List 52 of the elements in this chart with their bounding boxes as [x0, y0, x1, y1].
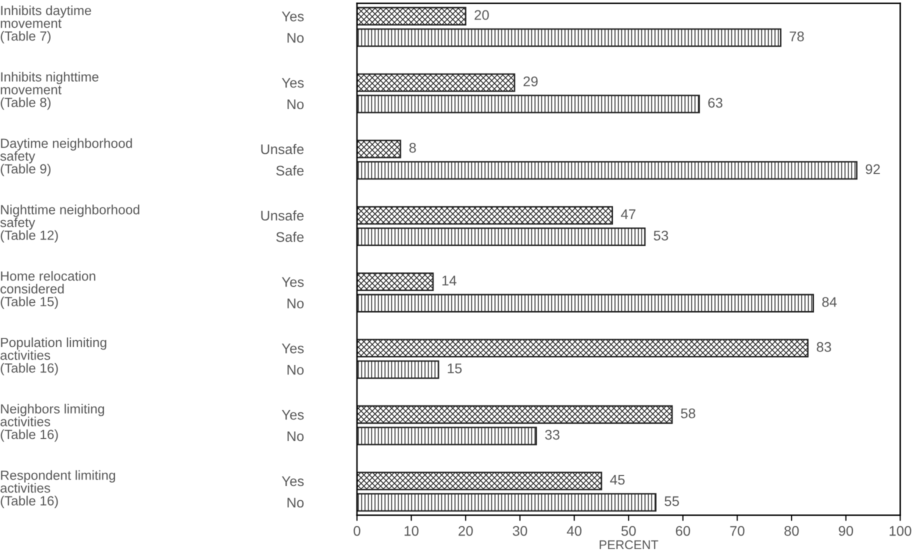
- text: Neighbors limiting activities (Table 16): [0, 404, 104, 442]
- x-tick-label: 90: [838, 526, 854, 536]
- y-tick-label: No: [288, 431, 304, 442]
- text: Population limiting activities (Table 16): [0, 337, 106, 376]
- y-tick-label: Yes: [282, 12, 304, 22]
- text: Respondent limiting activities (Table 16): [0, 470, 116, 508]
- data-label: 58: [680, 408, 696, 418]
- text: Inhibits nighttime movement (Table 8): [0, 72, 98, 110]
- data-label: 15: [448, 364, 462, 374]
- x-tick-label: 80: [784, 526, 799, 536]
- data-label: 92: [866, 164, 880, 174]
- y-tick-label: No: [288, 498, 304, 508]
- data-label: 78: [790, 32, 804, 42]
- y-tick-label: Safe: [276, 165, 304, 176]
- data-label: 8: [409, 142, 416, 153]
- data-label: 20: [474, 10, 489, 20]
- x-tick-label: 70: [730, 526, 744, 536]
- x-tick-label: 10: [404, 526, 418, 536]
- y-tick-label: Yes: [282, 78, 304, 88]
- x-tick-label: 100: [890, 526, 912, 536]
- y-tick-label: No: [288, 298, 304, 308]
- data-label: 14: [442, 276, 456, 286]
- x-tick-label: 0: [354, 526, 360, 536]
- x-tick-label: 40: [566, 526, 582, 536]
- data-label: 53: [654, 230, 668, 241]
- y-tick-label: Yes: [282, 476, 304, 486]
- text: Inhibits daytime movement (Table 7): [0, 5, 92, 44]
- text: Nighttime neighborhood safety (Table 12): [0, 204, 140, 243]
- x-tick-label: 50: [621, 526, 636, 536]
- data-label: 63: [708, 98, 722, 108]
- data-label: 33: [545, 430, 560, 440]
- y-tick-label: No: [288, 365, 304, 375]
- x-tick-label: 20: [458, 526, 473, 536]
- y-tick-label: No: [288, 33, 304, 43]
- data-label: 47: [620, 209, 636, 219]
- y-tick-label: Yes: [282, 410, 304, 420]
- x-axis-title: PERCENT: [600, 540, 658, 550]
- text: Home relocation considered (Table 15): [0, 271, 96, 309]
- data-label: 55: [664, 496, 679, 506]
- x-tick-label: 30: [512, 526, 528, 536]
- data-label: 84: [822, 297, 837, 307]
- y-tick-label: Unsafe: [261, 210, 304, 221]
- data-label: 83: [816, 342, 832, 352]
- y-tick-label: Unsafe: [261, 144, 304, 154]
- y-tick-label: No: [288, 99, 304, 110]
- y-tick-label: Yes: [282, 344, 304, 354]
- text: Daytime neighborhood safety (Table 9): [0, 138, 132, 176]
- data-label: 45: [610, 474, 625, 485]
- data-label: 29: [524, 76, 538, 86]
- x-tick-label: 60: [676, 526, 690, 536]
- y-tick-label: Yes: [282, 277, 304, 287]
- y-tick-label: Safe: [276, 232, 304, 242]
